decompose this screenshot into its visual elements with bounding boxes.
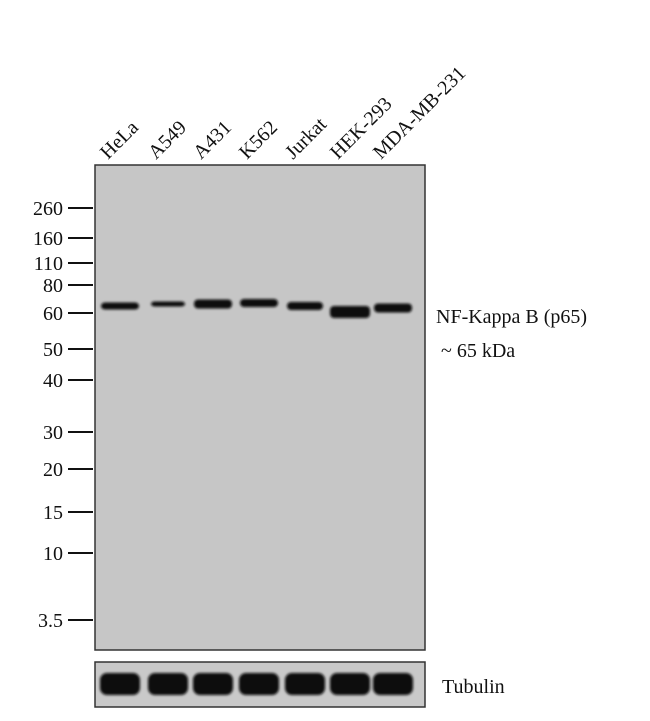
lane-label: A431 xyxy=(189,117,236,164)
target-band xyxy=(101,302,139,310)
marker-label: 30 xyxy=(43,422,63,444)
marker-label: 15 xyxy=(43,502,63,524)
lane-label: HeLa xyxy=(96,116,143,163)
target-size: ~ 65 kDa xyxy=(441,340,515,362)
marker-label: 60 xyxy=(43,303,63,325)
tubulin-band xyxy=(193,673,233,695)
target-band xyxy=(240,299,278,307)
tubulin-band xyxy=(148,673,188,695)
target-band xyxy=(330,306,370,318)
tubulin-band xyxy=(100,673,140,695)
target-band xyxy=(374,303,412,313)
loading-control-label: Tubulin xyxy=(442,676,505,698)
marker-label: 10 xyxy=(43,543,63,565)
marker-label: 80 xyxy=(43,275,63,297)
marker-label: 40 xyxy=(43,370,63,392)
lane-label: K562 xyxy=(235,117,282,164)
target-name: NF-Kappa B (p65) xyxy=(436,306,587,328)
bands xyxy=(100,299,413,695)
tubulin-band xyxy=(330,673,370,695)
marker-label: 260 xyxy=(33,198,63,220)
marker-label: 3.5 xyxy=(38,610,63,632)
marker-label: 110 xyxy=(34,253,63,275)
tubulin-band xyxy=(239,673,279,695)
target-band xyxy=(151,301,185,307)
marker-label: 50 xyxy=(43,339,63,361)
lane-label: Jurkat xyxy=(281,113,331,163)
main-blot xyxy=(94,164,426,651)
target-band xyxy=(287,302,323,310)
marker-label: 20 xyxy=(43,459,63,481)
tubulin-band xyxy=(285,673,325,695)
target-band xyxy=(194,299,232,309)
tubulin-band xyxy=(373,673,413,695)
marker-label: 160 xyxy=(33,228,63,250)
lane-label: A549 xyxy=(144,117,191,164)
